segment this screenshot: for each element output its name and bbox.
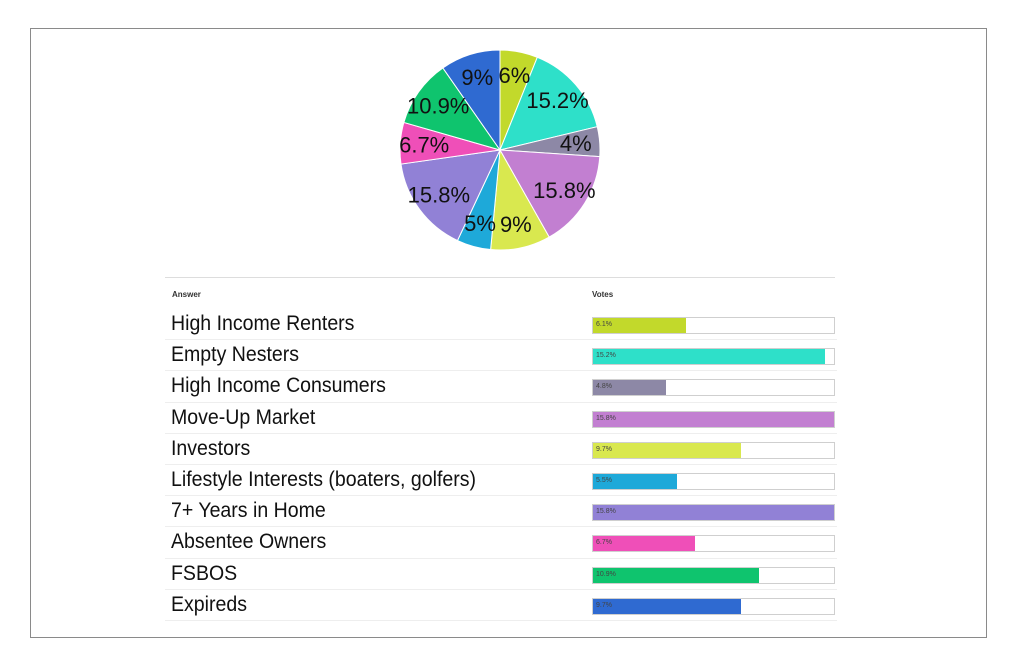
vote-bar [593,473,677,489]
result-row: Empty Nesters 15.2% [165,340,837,372]
vote-bar [593,598,741,614]
vote-percent-label: 6.1% [596,321,612,328]
vote-percent-label: 9.7% [596,445,612,453]
pie-slice-label: 5% [464,211,496,236]
vote-percent-label: 9.7% [596,601,612,609]
pie-slice [499,149,601,238]
answer-label: High Income Consumers [171,374,386,398]
results-table: High Income Renters 6.1% Empty Nesters 15.2… [165,309,837,621]
pie-slice [499,56,598,151]
vote-bar [593,380,667,396]
vote-bar [593,536,696,552]
pie-slice-label: 9% [461,65,493,90]
result-row: 7+ Years in Home 15.8% [165,496,837,528]
result-row: Expireds 9.7% [165,590,837,621]
pie-slice-label: 15.8% [408,183,470,208]
vote-percent-label: 4.8% [596,383,612,391]
vote-bar-track: 6.7% [592,535,835,553]
result-row: Move-Up Market 15.8% [165,403,837,434]
answer-label: Absentee Owners [171,530,327,554]
vote-bar [593,442,741,458]
vote-percent-label: 15.2% [596,352,616,360]
pie-slice-label: 6% [499,63,531,88]
vote-percent-label: 6.7% [596,539,612,547]
vote-bar-track: 4.8% [592,379,835,397]
answer-label: Empty Nesters [171,343,300,367]
vote-bar [593,505,834,521]
answer-label: Investors [171,436,251,460]
pie-slice-label: 15.2% [526,88,588,113]
answer-label: FSBOS [171,561,238,585]
vote-bar [593,349,825,365]
result-row: High Income Renters 6.1% [165,309,837,341]
vote-bar [593,567,760,583]
answer-column-header: Answer [172,290,201,299]
vote-percent-label: 5.5% [596,476,612,484]
pie-slice [442,49,501,152]
vote-bar-track: 10.9% [592,566,835,584]
divider [165,277,835,278]
answer-label: 7+ Years in Home [171,499,326,523]
pie-slice [400,149,501,242]
result-row: Lifestyle Interests (boaters, golfers) 5.… [165,465,837,497]
pie-slice-label: 10.9% [407,93,469,118]
pie-slice-label: 9% [500,212,532,237]
vote-bar-track: 9.7% [592,597,835,615]
pie-slice-label: 4% [560,131,592,156]
vote-percent-label: 15.8% [596,414,616,422]
answer-label: Move-Up Market [171,405,316,429]
vote-bar-track: 5.5% [592,472,835,490]
vote-bar-track: 15.8% [592,504,835,522]
vote-bar-track: 15.8% [592,410,835,428]
vote-percent-label: 10.9% [596,570,616,578]
result-row: Investors 9.7% [165,434,837,465]
answer-label: Expireds [171,592,247,616]
result-row: FSBOS 10.9% [165,559,837,590]
answer-label: Lifestyle Interests (boaters, golfers) [171,467,477,491]
vote-bar-track: 6.1% [592,317,835,334]
result-row: High Income Consumers 4.8% [165,371,837,403]
vote-bar [593,411,834,427]
answer-label: High Income Renters [171,312,355,335]
vote-percent-label: 15.8% [596,508,616,516]
vote-bar [593,318,687,333]
result-row: Absentee Owners 6.7% [165,527,837,559]
pie-chart: 6%15.2%4%15.8%9%5%15.8%6.7%10.9%9% [399,49,601,251]
pie-slice-label: 15.8% [533,178,595,203]
vote-bar-track: 15.2% [592,348,835,366]
pie-slice [403,67,502,151]
pie-slice-label: 6.7% [399,132,449,157]
vote-bar-track: 9.7% [592,441,835,459]
votes-column-header: Votes [592,290,614,299]
